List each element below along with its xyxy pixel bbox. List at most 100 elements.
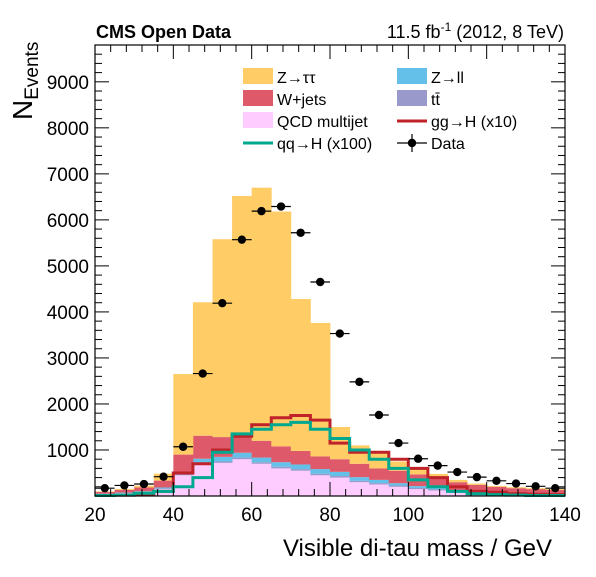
- bar-ztt-bin-10: [291, 299, 311, 451]
- bar-ztt-bin-13: [350, 445, 370, 463]
- bar-qcd-bin-14: [369, 484, 389, 496]
- y-tick-label: 2000: [47, 395, 89, 416]
- bar-tt-bin-11: [310, 474, 330, 476]
- bar-zll-bin-8: [252, 458, 272, 463]
- bar-wjets-bin-9: [271, 446, 291, 462]
- data-marker-7: [238, 235, 246, 243]
- data-marker-20: [492, 477, 500, 485]
- y-label-sub: Events: [22, 42, 43, 100]
- bar-tt-bin-17: [428, 489, 448, 490]
- bar-qcd-bin-8: [252, 464, 272, 496]
- bar-zll-bin-10: [291, 464, 311, 469]
- legend-label-qqh: qq→H (x100): [277, 136, 372, 153]
- legend-label-tt: tt̄: [431, 92, 440, 109]
- x-axis-label: Visible di-tau mass / GeV: [283, 535, 552, 562]
- legend-label-ztt: Z→ττ: [277, 70, 316, 87]
- bar-wjets-bin-8: [252, 441, 272, 458]
- legend-label-ggh: gg→H (x10): [431, 114, 517, 131]
- bar-qcd-bin-13: [350, 482, 370, 496]
- bar-zll-bin-11: [310, 469, 330, 474]
- data-marker-23: [551, 484, 559, 492]
- data-marker-1: [120, 481, 128, 489]
- y-tick-label: 9000: [47, 73, 89, 94]
- legend-label-data: Data: [431, 136, 465, 153]
- x-tick-label: 140: [549, 505, 581, 526]
- legend-swatch-ztt: [243, 68, 273, 84]
- y-tick-label: 4000: [47, 303, 89, 324]
- x-tick-label: 60: [241, 505, 262, 526]
- data-marker-9: [277, 202, 285, 210]
- lumi-exponent: -1: [441, 20, 452, 34]
- data-marker-19: [473, 473, 481, 481]
- data-marker-2: [140, 480, 148, 488]
- data-marker-13: [355, 378, 363, 386]
- bar-qcd-bin-6: [213, 463, 233, 496]
- bar-wjets-bin-1: [115, 490, 135, 493]
- y-tick-label: 1000: [47, 441, 89, 462]
- data-marker-8: [257, 207, 265, 215]
- data-marker-11: [316, 278, 324, 286]
- bar-wjets-bin-15: [389, 471, 409, 484]
- lumi-value: 11.5 fb: [387, 22, 441, 42]
- bar-tt-bin-4: [173, 474, 193, 475]
- data-marker-6: [218, 299, 226, 307]
- y-tick-label: 3000: [47, 349, 89, 370]
- x-tick-label: 20: [84, 505, 105, 526]
- legend-swatch-qcd: [243, 112, 273, 128]
- data-marker-3: [159, 472, 167, 480]
- bar-tt-bin-8: [252, 462, 272, 464]
- x-tick-label: 120: [471, 505, 503, 526]
- bar-qcd-bin-11: [310, 475, 330, 496]
- data-marker-14: [375, 411, 383, 419]
- x-tick-label: 100: [392, 505, 424, 526]
- legend-label-wjets: W+jets: [277, 92, 326, 109]
- bar-wjets-bin-4: [173, 455, 193, 472]
- bar-qcd-bin-10: [291, 471, 311, 496]
- bar-tt-bin-9: [271, 467, 291, 469]
- data-marker-0: [101, 484, 109, 492]
- bar-wjets-bin-11: [310, 456, 330, 469]
- x-tick-label: 40: [163, 505, 184, 526]
- bar-tt-bin-15: [389, 486, 409, 487]
- data-marker-5: [199, 369, 207, 377]
- bar-qcd-bin-17: [428, 490, 448, 496]
- y-tick-label: 5000: [47, 257, 89, 278]
- legend-label-qcd: QCD multijet: [277, 114, 368, 131]
- legend-label-zll: Z→ll: [431, 70, 464, 87]
- bar-zll-bin-7: [232, 453, 252, 458]
- data-marker-21: [512, 479, 520, 487]
- bar-zll-bin-6: [213, 457, 233, 462]
- bar-ztt-bin-6: [213, 239, 233, 437]
- bar-zll-bin-3: [154, 487, 174, 488]
- bar-zll-bin-12: [330, 472, 350, 476]
- bar-qcd-bin-5: [193, 464, 213, 496]
- bar-tt-bin-3: [154, 488, 174, 489]
- bar-zll-bin-15: [389, 483, 409, 485]
- bar-qcd-bin-7: [232, 459, 252, 496]
- bar-wjets-bin-13: [350, 464, 370, 477]
- y-label-n: N: [7, 100, 38, 120]
- data-marker-10: [296, 229, 304, 237]
- bar-wjets-bin-12: [330, 459, 350, 472]
- bar-zll-bin-9: [271, 462, 291, 467]
- bar-tt-bin-13: [350, 481, 370, 482]
- bar-wjets-bin-5: [193, 436, 213, 459]
- data-marker-12: [336, 329, 344, 337]
- bar-zll-bin-16: [408, 486, 428, 488]
- bar-ztt-bin-19: [467, 484, 487, 485]
- bar-ztt-bin-20: [487, 486, 507, 487]
- bar-zll-bin-5: [193, 459, 213, 463]
- legend-swatch-tt: [397, 90, 427, 106]
- bar-tt-bin-16: [408, 488, 428, 489]
- bar-qcd-bin-16: [408, 489, 428, 496]
- bar-ztt-bin-4: [173, 374, 193, 455]
- bar-ztt-bin-8: [252, 188, 272, 441]
- bar-ztt-bin-7: [232, 196, 252, 435]
- luminosity-label: 11.5 fb-1 (2012, 8 TeV): [387, 20, 564, 42]
- bar-zll-bin-14: [369, 480, 389, 483]
- bar-qcd-bin-9: [271, 468, 291, 496]
- bar-wjets-bin-7: [232, 435, 252, 452]
- bar-tt-bin-12: [330, 476, 350, 478]
